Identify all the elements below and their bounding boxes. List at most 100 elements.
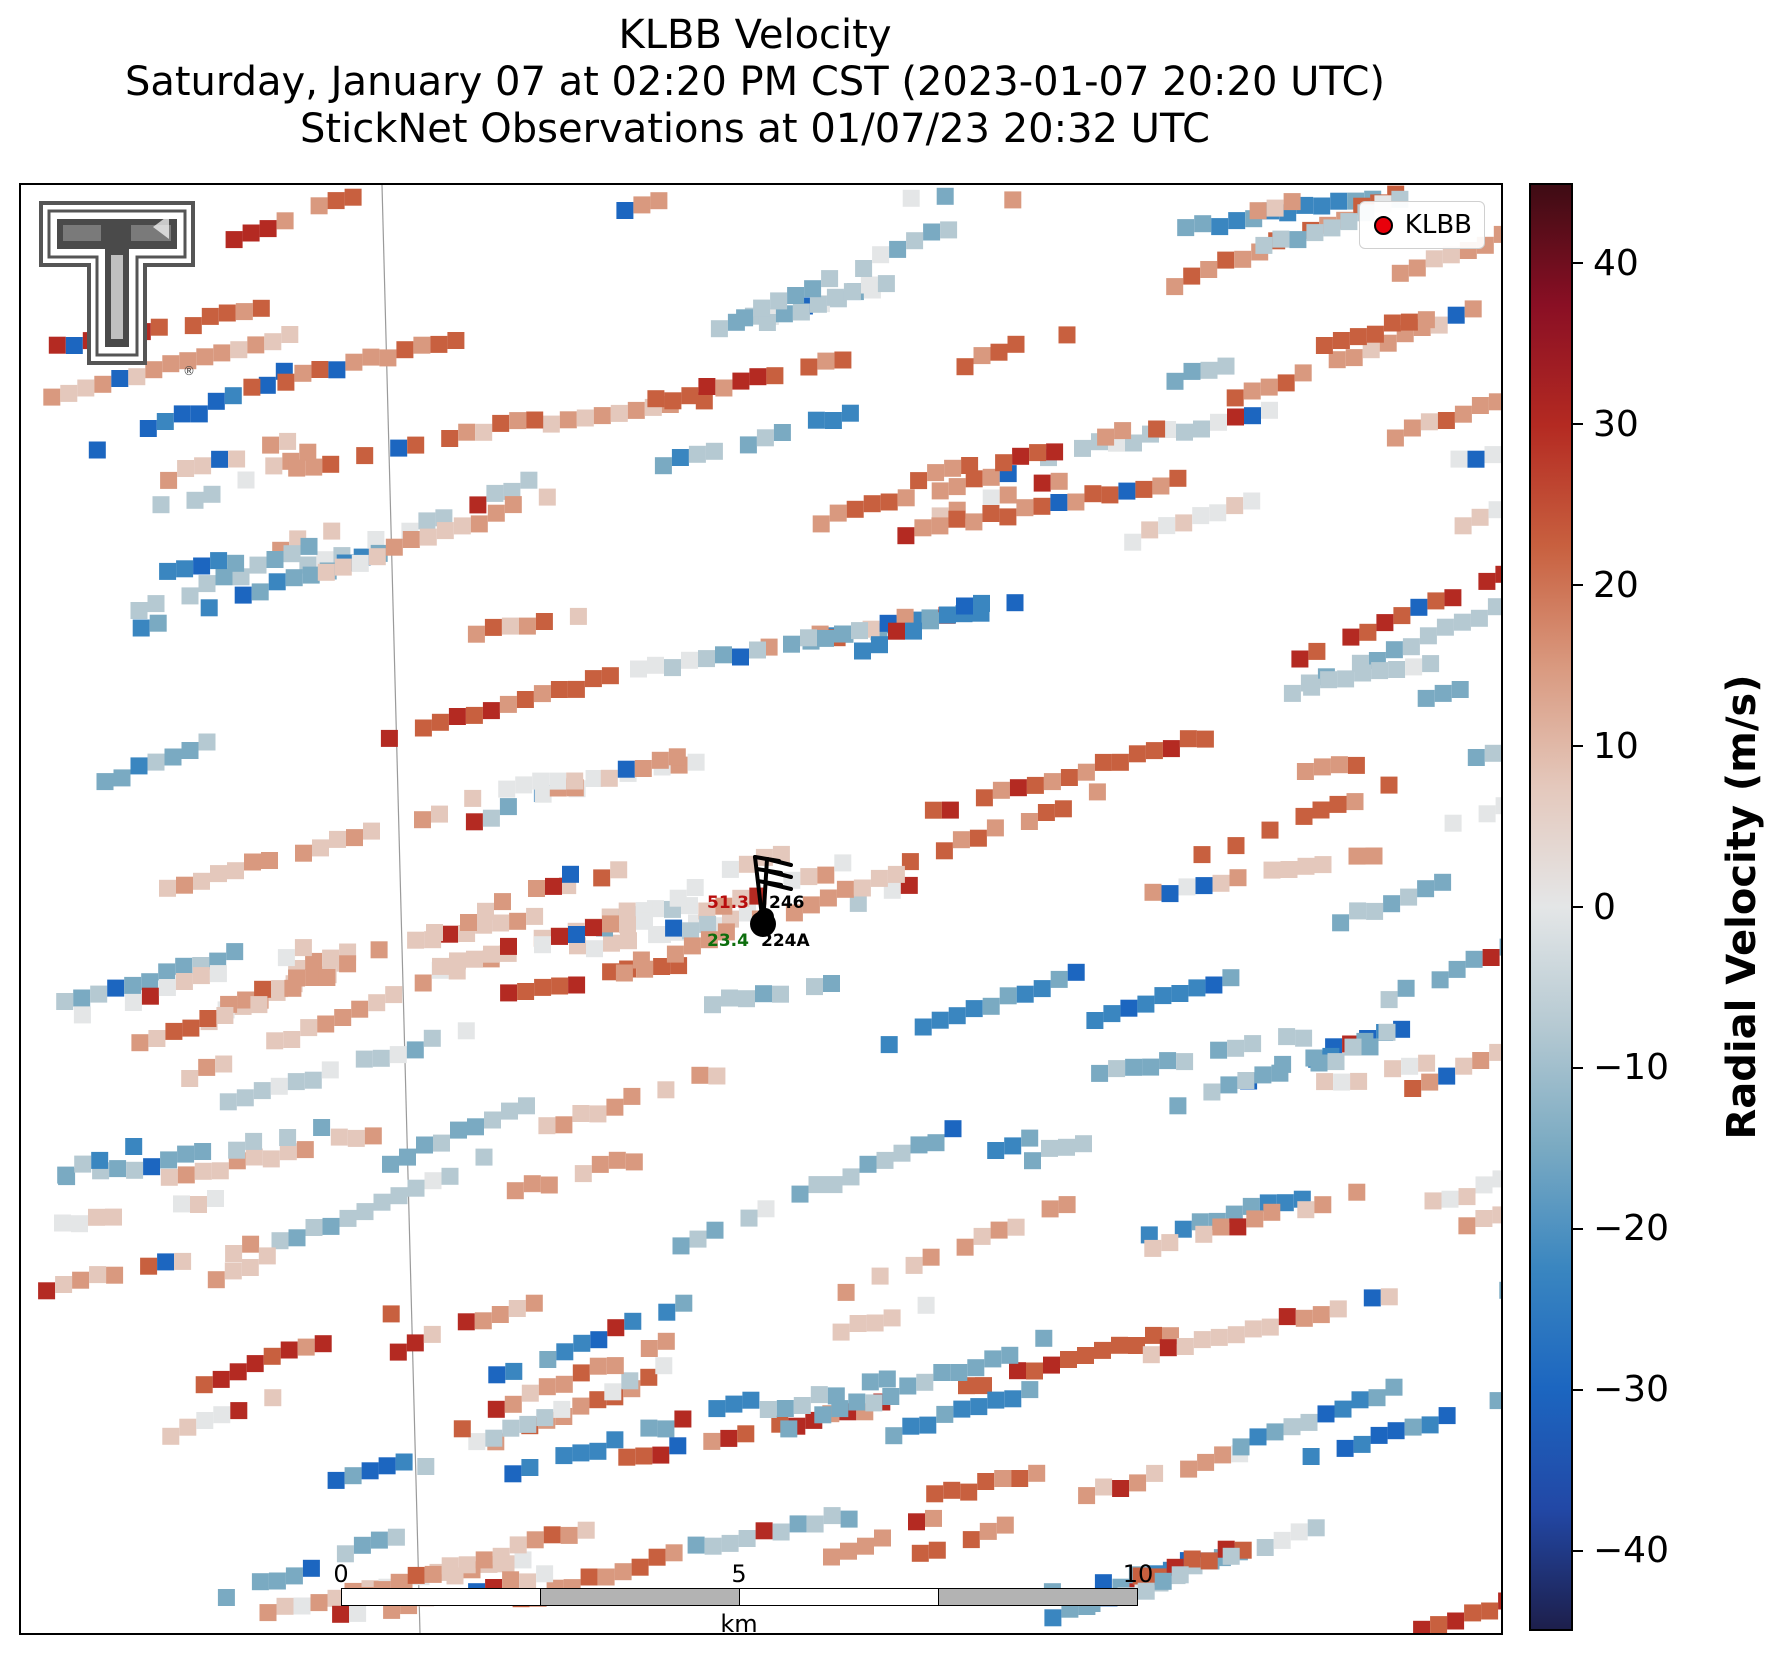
velocity-gate — [184, 317, 202, 335]
velocity-gate — [703, 1432, 721, 1450]
velocity-gate — [213, 344, 231, 362]
velocity-gate — [1154, 1572, 1172, 1590]
velocity-gate — [842, 1168, 860, 1186]
velocity-gate — [351, 554, 369, 572]
velocity-gate — [243, 378, 261, 396]
velocity-gate — [1101, 486, 1119, 504]
velocity-gate — [1033, 474, 1051, 492]
velocity-gate — [218, 304, 236, 322]
velocity-gate — [1337, 670, 1355, 688]
velocity-gate — [435, 509, 453, 527]
velocity-gate — [553, 1400, 571, 1418]
velocity-gate — [585, 919, 602, 937]
velocity-gate — [1222, 1547, 1240, 1565]
velocity-gate — [808, 1176, 826, 1194]
velocity-gate — [736, 309, 754, 327]
velocity-gate — [389, 1343, 407, 1361]
velocity-gate — [160, 1151, 178, 1169]
velocity-gate — [232, 568, 250, 586]
velocity-gate — [406, 1041, 424, 1059]
velocity-gate — [262, 436, 280, 454]
velocity-gate — [268, 573, 286, 591]
velocity-gate — [251, 583, 269, 601]
velocity-gate — [1327, 1053, 1345, 1071]
radar-map[interactable]: ® 51.3 246 23.4 224A KLBB — [19, 183, 1503, 1635]
velocity-gate — [1144, 883, 1162, 901]
velocity-gate — [1310, 1054, 1328, 1072]
velocity-gate — [1249, 1428, 1267, 1446]
velocity-gate — [654, 457, 672, 475]
velocity-gate — [1348, 1183, 1366, 1201]
velocity-gate — [407, 436, 425, 454]
velocity-gate — [1020, 813, 1038, 830]
velocity-gate — [1329, 1300, 1347, 1318]
velocity-gate — [1448, 960, 1466, 978]
velocity-gate — [1266, 199, 1284, 217]
velocity-gate — [1340, 213, 1358, 231]
velocity-gate — [715, 646, 732, 664]
velocity-gate — [498, 780, 516, 798]
velocity-gate — [1303, 678, 1321, 696]
velocity-gate — [1383, 895, 1401, 913]
velocity-gate — [1217, 357, 1235, 375]
velocity-gate — [244, 853, 261, 871]
velocity-gate — [285, 1567, 303, 1585]
velocity-gate — [785, 904, 803, 922]
velocity-gate — [772, 1523, 790, 1541]
title-radar-product: KLBB Velocity — [618, 12, 892, 58]
velocity-gate — [297, 1338, 315, 1356]
velocity-gate — [1393, 607, 1411, 625]
velocity-colorbar — [1529, 183, 1573, 1631]
velocity-gate — [698, 650, 715, 668]
velocity-gate — [449, 952, 466, 970]
velocity-gate — [1371, 662, 1389, 680]
velocity-gate — [1178, 878, 1196, 896]
velocity-gate — [173, 1195, 190, 1213]
velocity-gate — [413, 336, 431, 354]
velocity-gate — [356, 447, 374, 465]
velocity-gate — [174, 1252, 192, 1270]
velocity-gate — [725, 1395, 743, 1413]
velocity-gate — [263, 1347, 281, 1365]
velocity-gate — [414, 974, 432, 992]
velocity-gate — [1342, 628, 1360, 646]
velocity-gate — [1256, 1539, 1274, 1556]
velocity-gate — [1012, 447, 1030, 465]
velocity-gate — [266, 551, 284, 568]
velocity-gate — [88, 1208, 105, 1226]
velocity-gate — [855, 260, 873, 277]
velocity-gate — [215, 568, 233, 586]
velocity-gate — [1050, 494, 1068, 511]
velocity-gate — [113, 769, 131, 787]
velocity-gate — [1458, 1188, 1476, 1206]
velocity-gate — [1141, 521, 1159, 539]
velocity-gate — [606, 1098, 624, 1116]
velocity-gate — [832, 1323, 850, 1341]
velocity-gate — [305, 1219, 323, 1236]
velocity-gate — [363, 822, 380, 840]
velocity-gate — [141, 973, 159, 991]
velocity-gate — [1314, 856, 1332, 874]
velocity-gate — [288, 1229, 306, 1247]
velocity-gate — [871, 636, 888, 654]
velocity-gate — [467, 625, 485, 643]
velocity-gate — [618, 1448, 636, 1466]
velocity-gate — [970, 1398, 988, 1416]
velocity-gate — [669, 889, 687, 907]
velocity-gate — [1220, 1076, 1238, 1094]
velocity-gate — [1376, 614, 1394, 632]
velocity-gate — [288, 459, 306, 477]
velocity-gate — [1314, 1196, 1332, 1214]
velocity-gate — [956, 597, 973, 615]
velocity-gate — [283, 1031, 301, 1048]
velocity-gate — [536, 1565, 554, 1583]
velocity-gate — [385, 986, 403, 1004]
velocity-gate — [109, 1160, 127, 1178]
velocity-gate — [1317, 1405, 1335, 1423]
velocity-gate — [688, 445, 706, 463]
velocity-gate — [793, 1397, 811, 1414]
velocity-gate — [634, 760, 652, 777]
velocity-gate — [430, 335, 448, 353]
velocity-gate — [265, 457, 283, 475]
velocity-gate — [916, 1373, 934, 1391]
